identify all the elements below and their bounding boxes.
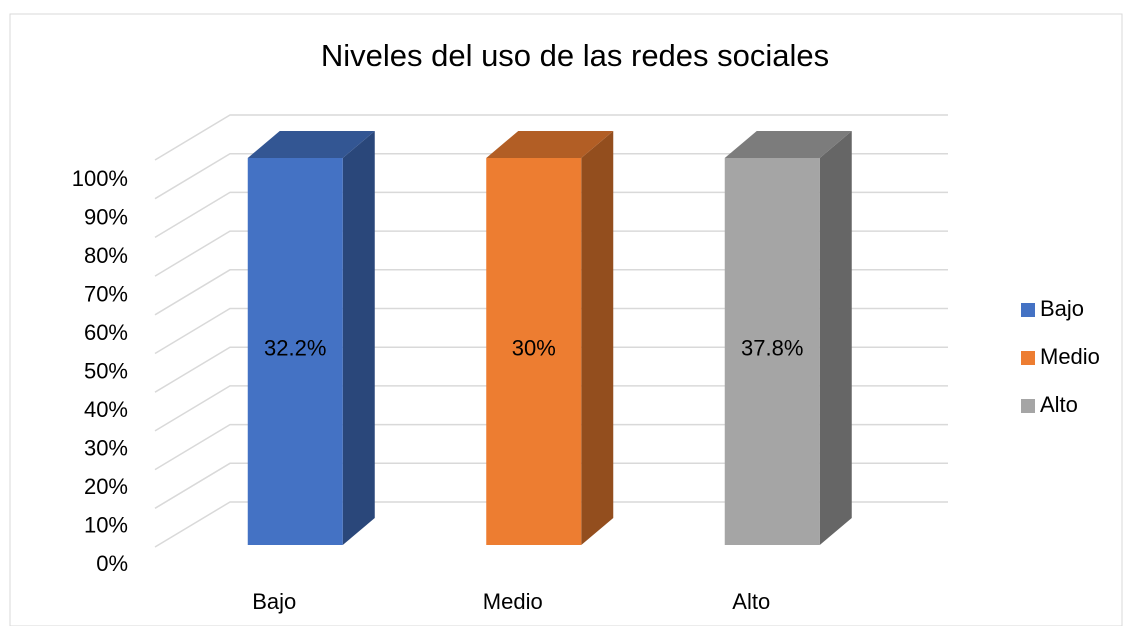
bar-side [581, 131, 614, 545]
grid-line [154, 114, 948, 161]
legend-swatch [1021, 351, 1035, 365]
bar [247, 158, 343, 545]
bar-top [486, 131, 614, 158]
bar-top [247, 131, 375, 158]
grid-line [154, 191, 948, 239]
y-tick-label: 50% [84, 358, 128, 383]
grid-line [154, 230, 948, 277]
y-tick-label: 10% [84, 512, 128, 537]
bar-side [342, 131, 375, 545]
legend-label: Bajo [1040, 296, 1084, 321]
y-tick-label: 100% [72, 166, 128, 191]
bar-side [819, 131, 852, 545]
data-label: 37.8% [741, 335, 803, 360]
grid-line [154, 346, 948, 393]
y-tick-label: 80% [84, 243, 128, 268]
data-label: 30% [512, 335, 556, 360]
y-tick-label: 0% [96, 551, 128, 576]
grid-line [154, 152, 948, 200]
legend-label: Medio [1040, 344, 1100, 369]
y-tick-label: 90% [84, 204, 128, 229]
grid-line [154, 385, 948, 432]
bar [724, 158, 820, 545]
x-tick-label: Medio [483, 589, 543, 614]
legend-label: Alto [1040, 392, 1078, 417]
grid-line [154, 269, 948, 316]
y-tick-label: 30% [84, 435, 128, 460]
x-tick-label: Alto [732, 589, 770, 614]
grid-line [154, 423, 948, 471]
y-tick-label: 60% [84, 320, 128, 345]
bar [486, 158, 582, 545]
y-tick-label: 20% [84, 474, 128, 499]
y-tick-label: 40% [84, 397, 128, 422]
grid-line [154, 462, 948, 509]
y-tick-label: 70% [84, 281, 128, 306]
x-tick-label: Bajo [252, 589, 296, 614]
legend-swatch [1021, 399, 1035, 413]
bar-top [724, 131, 852, 158]
data-label: 32.2% [264, 335, 326, 360]
legend-swatch [1021, 303, 1035, 317]
grid-line [154, 307, 948, 355]
chart-title: Niveles del uso de las redes sociales [321, 38, 829, 73]
grid-line [154, 501, 948, 548]
